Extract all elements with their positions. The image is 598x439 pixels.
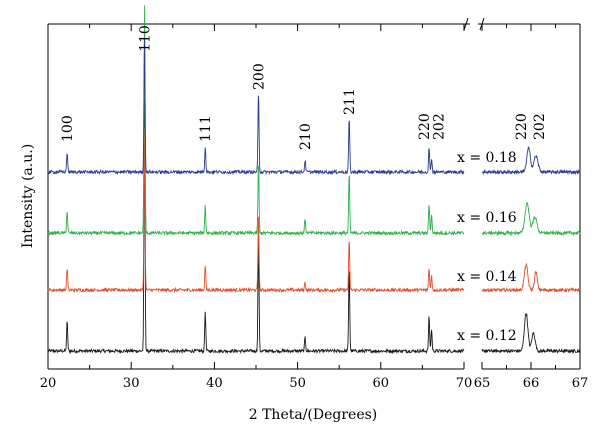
- x-tick-label: 67: [572, 376, 589, 391]
- series-label: x = 0.12: [457, 328, 517, 344]
- peak-label: 220: [417, 113, 433, 140]
- x-axis-title: 2 Theta/(Degrees): [249, 407, 378, 423]
- y-axis-title: Intensity (a.u.): [20, 144, 36, 248]
- series-group: [47, 128, 581, 294]
- x-tick-label: 60: [373, 376, 390, 391]
- series-label: x = 0.14: [457, 269, 517, 285]
- series-group: [47, 100, 581, 355]
- x-tick-label: 30: [123, 376, 140, 391]
- series-line-main: [47, 5, 465, 237]
- x-tick-label: 20: [40, 376, 57, 391]
- ticks-layer: 20 30 40 50 60 70 65 66 67: [40, 24, 589, 391]
- x-tick-label: 66: [523, 376, 540, 391]
- series-label: x = 0.18: [457, 150, 517, 166]
- series-line-zoom: [481, 202, 581, 237]
- peak-label: 111: [198, 115, 214, 142]
- series-layer: [47, 5, 581, 355]
- peak-label: 202: [532, 113, 548, 140]
- peak-label: 202: [432, 113, 448, 140]
- series-label: x = 0.16: [457, 210, 517, 226]
- peak-label: 220: [514, 113, 530, 140]
- series-group: [47, 5, 581, 237]
- series-line-main: [47, 128, 465, 294]
- x-tick-label: 65: [474, 376, 491, 391]
- x-tick-label: 50: [289, 376, 306, 391]
- series-line-main: [47, 100, 465, 355]
- x-tick-label: 40: [206, 376, 223, 391]
- peak-label: 210: [298, 123, 314, 150]
- peak-label: 100: [60, 115, 76, 142]
- series-line-main: [47, 38, 465, 176]
- labels-layer: x = 0.12 x = 0.14 x = 0.16 x = 0.18 100 110 11…: [60, 25, 548, 344]
- series-line-zoom: [481, 146, 581, 176]
- plot-frames: [47, 17, 581, 370]
- peak-label: 200: [251, 63, 267, 90]
- peak-label: 211: [342, 88, 358, 115]
- x-tick-label: 70: [456, 376, 473, 391]
- peak-label: 110: [138, 25, 154, 52]
- series-line-zoom: [481, 313, 581, 355]
- series-group: [47, 38, 581, 176]
- series-line-zoom: [481, 262, 581, 293]
- axis-break-mark: [463, 17, 469, 31]
